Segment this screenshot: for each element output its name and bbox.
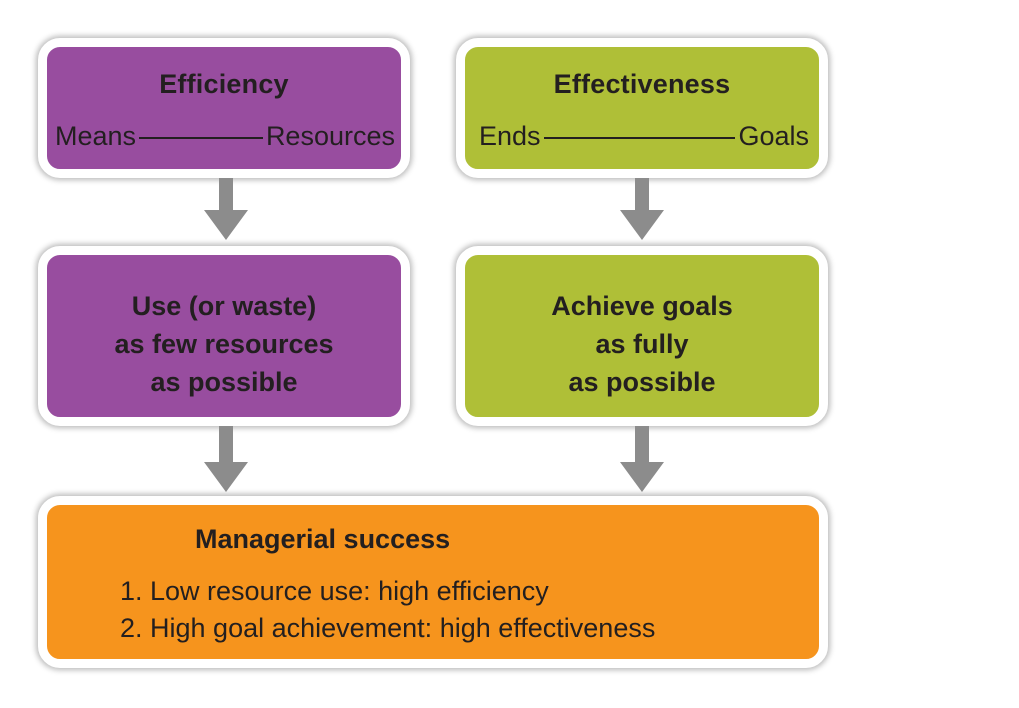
down-arrow-icon: [620, 178, 664, 242]
goals-label: Goals: [738, 121, 809, 151]
connector-line: [543, 136, 736, 139]
list-item: 2. High goal achievement: high effective…: [120, 613, 656, 643]
effectiveness-action-line: Achieve goals: [551, 291, 733, 321]
resources-label: Resources: [265, 121, 395, 151]
effectiveness-title: Effectiveness: [553, 69, 731, 99]
efficiency-means-resources: Means Resources: [55, 121, 395, 152]
efficiency-action-line: as possible: [150, 367, 298, 397]
efficiency-action-text: Use (or waste) as few resources as possi…: [47, 287, 401, 401]
efficiency-action-line: as few resources: [114, 329, 334, 359]
means-label: Means: [55, 121, 137, 151]
effectiveness-action-box: Achieve goals as fully as possible: [456, 246, 828, 426]
managerial-success-box: Managerial success 1. Low resource use: …: [38, 496, 828, 668]
effectiveness-action-text: Achieve goals as fully as possible: [465, 287, 819, 401]
down-arrow-icon: [204, 178, 248, 242]
effectiveness-ends-goals: Ends Goals: [479, 121, 809, 152]
managerial-success-title: Managerial success: [195, 524, 451, 554]
ends-label: Ends: [479, 121, 541, 151]
efficiency-box: Efficiency Means Resources: [38, 38, 410, 178]
success-criteria-list: 1. Low resource use: high efficiency 2. …: [120, 573, 655, 647]
efficiency-action-line: Use (or waste): [131, 291, 317, 321]
down-arrow-icon: [204, 426, 248, 494]
connector-line: [139, 136, 263, 139]
list-item: 1. Low resource use: high efficiency: [120, 576, 549, 606]
effectiveness-action-line: as fully: [595, 329, 689, 359]
effectiveness-action-line: as possible: [568, 367, 716, 397]
efficiency-action-box: Use (or waste) as few resources as possi…: [38, 246, 410, 426]
down-arrow-icon: [620, 426, 664, 494]
effectiveness-box: Effectiveness Ends Goals: [456, 38, 828, 178]
efficiency-title: Efficiency: [159, 69, 289, 99]
